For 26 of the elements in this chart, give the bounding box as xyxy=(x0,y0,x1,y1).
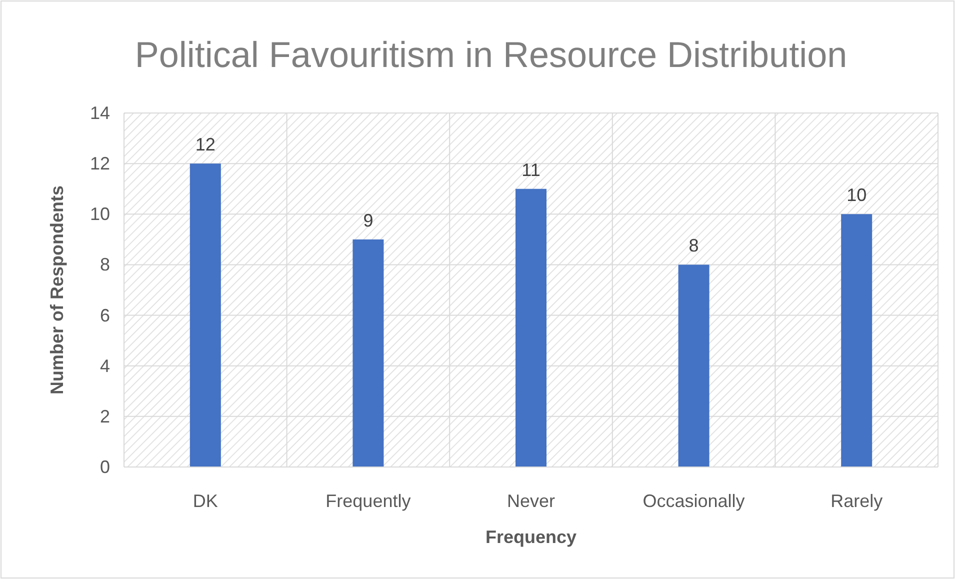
y-tick-label: 6 xyxy=(100,305,110,326)
chart-title: Political Favouritism in Resource Distribution xyxy=(134,34,848,75)
data-label: 10 xyxy=(846,185,867,206)
bar xyxy=(678,264,710,467)
data-label: 12 xyxy=(195,134,216,155)
y-tick-label: 8 xyxy=(100,254,110,275)
y-tick-label: 12 xyxy=(90,154,110,174)
y-tick-label: 10 xyxy=(90,204,110,224)
y-tick-label: 4 xyxy=(100,356,110,376)
x-tick-label: DK xyxy=(192,491,218,511)
x-tick-label: Occasionally xyxy=(642,491,745,511)
x-tick-label: Rarely xyxy=(830,491,883,511)
bar xyxy=(352,239,384,467)
data-label: 8 xyxy=(688,236,699,256)
x-tick-label: Frequently xyxy=(326,491,411,511)
bar xyxy=(841,214,872,467)
y-tick-label: 0 xyxy=(100,457,110,477)
y-tick-label: 14 xyxy=(90,103,110,123)
bar xyxy=(190,164,221,467)
y-tick-label: 2 xyxy=(100,406,110,426)
x-tick-label: Never xyxy=(506,491,556,511)
data-label: 11 xyxy=(522,160,540,180)
y-axis-title: Number of Respondents xyxy=(47,185,67,395)
bar xyxy=(516,188,546,467)
x-axis-title: Frequency xyxy=(485,527,577,547)
data-label: 9 xyxy=(363,210,374,230)
